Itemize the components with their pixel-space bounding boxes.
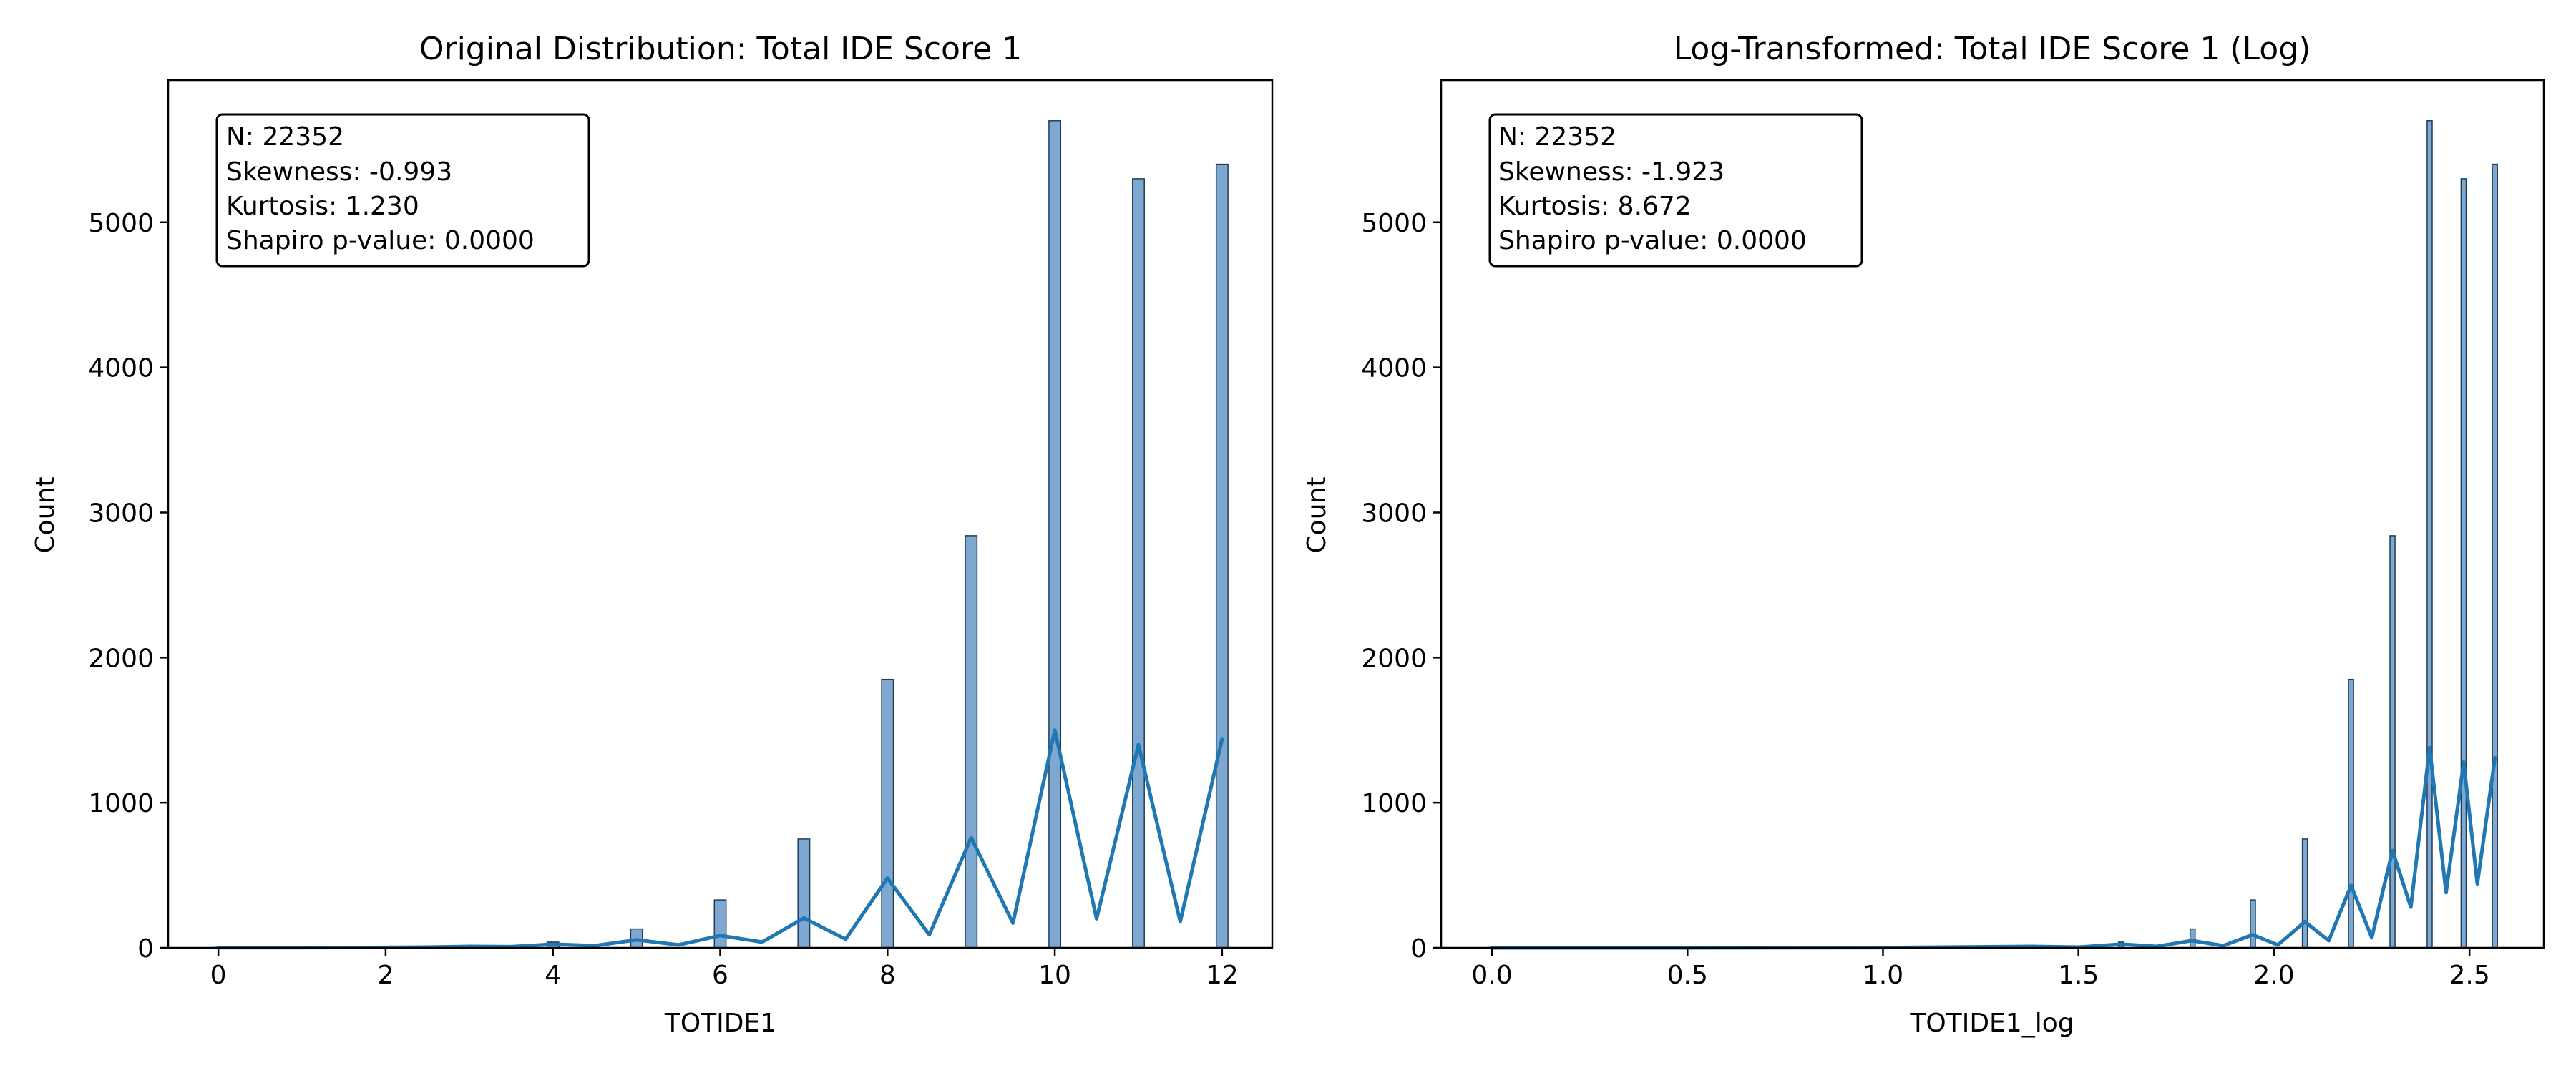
stats-shapiro: Shapiro p-value: 0.0000 xyxy=(1498,226,1807,255)
histogram-bar xyxy=(965,535,978,949)
y-axis-label: Count xyxy=(31,477,60,554)
y-tick-label: 5000 xyxy=(88,209,154,238)
stats-box: N: 22352 Skewness: -1.923 Kurtosis: 8.67… xyxy=(1488,113,1863,268)
x-tick-label: 0.0 xyxy=(1471,961,1512,990)
stats-shapiro: Shapiro p-value: 0.0000 xyxy=(226,226,535,255)
stats-box: N: 22352 Skewness: -0.993 Kurtosis: 1.23… xyxy=(215,113,590,268)
histogram-bar xyxy=(1132,178,1145,949)
x-tick-label: 12 xyxy=(1206,961,1239,990)
histogram-bar xyxy=(2301,838,2308,949)
x-tick-label: 8 xyxy=(879,961,896,990)
histogram-bar xyxy=(2389,535,2396,949)
x-tick-label: 2.0 xyxy=(2253,961,2294,990)
y-tick-label: 3000 xyxy=(1361,499,1427,528)
plot-area: 0.0 0.5 1.0 1.5 2.0 2.5 0 1000 2000 3000 4000 5000 xyxy=(1361,79,2545,990)
panel-original-distribution: Original Distribution: Total IDE Score 1… xyxy=(31,31,1274,1038)
x-tick-label: 1.5 xyxy=(2058,961,2099,990)
kde-line xyxy=(1490,745,2497,950)
stats-skewness: Skewness: -0.993 xyxy=(226,157,452,187)
histogram-bar xyxy=(2189,928,2196,949)
histogram-bar xyxy=(2492,163,2498,949)
histogram-bar xyxy=(797,838,811,949)
x-axis-label: TOTIDE1_log xyxy=(1909,1009,2074,1038)
stats-n: N: 22352 xyxy=(1498,122,1616,152)
stats-kurtosis: Kurtosis: 8.672 xyxy=(1498,192,1692,221)
y-tick-label: 0 xyxy=(137,934,154,964)
y-tick-label: 4000 xyxy=(1361,354,1427,383)
histogram-bar xyxy=(2348,678,2354,949)
stats-box-frame xyxy=(215,113,590,268)
y-tick-label: 1000 xyxy=(88,789,154,818)
x-axis-label: TOTIDE1 xyxy=(664,1009,776,1038)
x-tick-label: 2 xyxy=(377,961,394,990)
x-tick-label: 0.5 xyxy=(1667,961,1708,990)
stats-box-frame xyxy=(1488,113,1863,268)
x-tick-label: 1.0 xyxy=(1863,961,1903,990)
y-tick-label: 1000 xyxy=(1361,789,1427,818)
y-axis-label: Count xyxy=(1302,477,1332,554)
x-tick-label: 10 xyxy=(1038,961,1071,990)
x-tick-label: 0 xyxy=(210,961,227,990)
histogram-bar xyxy=(713,899,727,949)
histogram-bar xyxy=(2426,120,2433,949)
axes-frame xyxy=(1440,79,2545,949)
panel-log-transformed: Log-Transformed: Total IDE Score 1 (Log)… xyxy=(1302,31,2545,1038)
stats-skewness: Skewness: -1.923 xyxy=(1498,157,1724,187)
plot-area: 0 2 4 6 8 10 12 0 1000 2000 3000 4000 5000 xyxy=(88,79,1274,990)
histogram-bar xyxy=(881,678,894,949)
x-tick-label: 2.5 xyxy=(2449,961,2490,990)
y-tick-label: 2000 xyxy=(1361,644,1427,673)
histogram-bar xyxy=(1215,163,1229,949)
histogram-bar xyxy=(2460,178,2467,949)
y-tick-label: 4000 xyxy=(88,354,154,383)
stats-kurtosis: Kurtosis: 1.230 xyxy=(226,192,419,221)
x-tick-label: 6 xyxy=(712,961,728,990)
kde-line xyxy=(216,728,1224,950)
y-tick-label: 2000 xyxy=(88,644,154,673)
y-tick-label: 0 xyxy=(1410,934,1427,964)
y-tick-label: 3000 xyxy=(88,499,154,528)
histogram-bar xyxy=(2250,899,2256,949)
y-tick-label: 5000 xyxy=(1361,209,1427,238)
histogram-bar xyxy=(1048,120,1062,949)
stats-n: N: 22352 xyxy=(226,122,344,152)
chart-title: Log-Transformed: Total IDE Score 1 (Log) xyxy=(1674,31,2311,67)
x-tick-label: 4 xyxy=(545,961,561,990)
chart-title: Original Distribution: Total IDE Score 1 xyxy=(419,31,1022,67)
